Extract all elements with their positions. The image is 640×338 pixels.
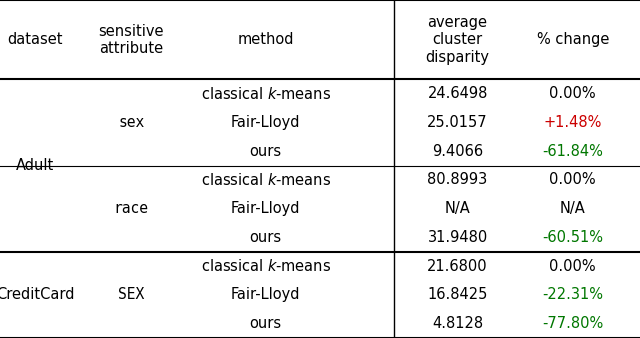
Text: CreditCard: CreditCard — [0, 287, 74, 303]
Text: method: method — [237, 32, 294, 47]
Text: Fair-Lloyd: Fair-Lloyd — [231, 287, 300, 303]
Text: Fair-Lloyd: Fair-Lloyd — [231, 201, 300, 216]
Text: 21.6800: 21.6800 — [428, 259, 488, 274]
Text: classical $k$-means: classical $k$-means — [200, 86, 331, 102]
Text: 0.00%: 0.00% — [550, 172, 596, 188]
Text: 25.0157: 25.0157 — [428, 115, 488, 130]
Text: Adult: Adult — [16, 158, 54, 173]
Text: -60.51%: -60.51% — [542, 230, 604, 245]
Text: 9.4066: 9.4066 — [432, 144, 483, 159]
Text: ours: ours — [250, 144, 282, 159]
Text: race: race — [114, 201, 148, 216]
Text: % change: % change — [536, 32, 609, 47]
Text: -22.31%: -22.31% — [542, 287, 604, 303]
Text: dataset: dataset — [8, 32, 63, 47]
Text: sex: sex — [118, 115, 145, 130]
Text: SEX: SEX — [118, 287, 145, 303]
Text: 24.6498: 24.6498 — [428, 86, 488, 101]
Text: N/A: N/A — [560, 201, 586, 216]
Text: +1.48%: +1.48% — [543, 115, 602, 130]
Text: -61.84%: -61.84% — [542, 144, 604, 159]
Text: 80.8993: 80.8993 — [428, 172, 488, 188]
Text: average
cluster
disparity: average cluster disparity — [426, 15, 490, 65]
Text: -77.80%: -77.80% — [542, 316, 604, 331]
Text: 16.8425: 16.8425 — [428, 287, 488, 303]
Text: 31.9480: 31.9480 — [428, 230, 488, 245]
Text: Fair-Lloyd: Fair-Lloyd — [231, 115, 300, 130]
Text: ours: ours — [250, 230, 282, 245]
Text: sensitive
attribute: sensitive attribute — [99, 24, 164, 56]
Text: classical $k$-means: classical $k$-means — [200, 258, 331, 274]
Text: 0.00%: 0.00% — [550, 86, 596, 101]
Text: 4.8128: 4.8128 — [432, 316, 483, 331]
Text: N/A: N/A — [445, 201, 470, 216]
Text: 0.00%: 0.00% — [550, 259, 596, 274]
Text: classical $k$-means: classical $k$-means — [200, 172, 331, 188]
Text: ours: ours — [250, 316, 282, 331]
